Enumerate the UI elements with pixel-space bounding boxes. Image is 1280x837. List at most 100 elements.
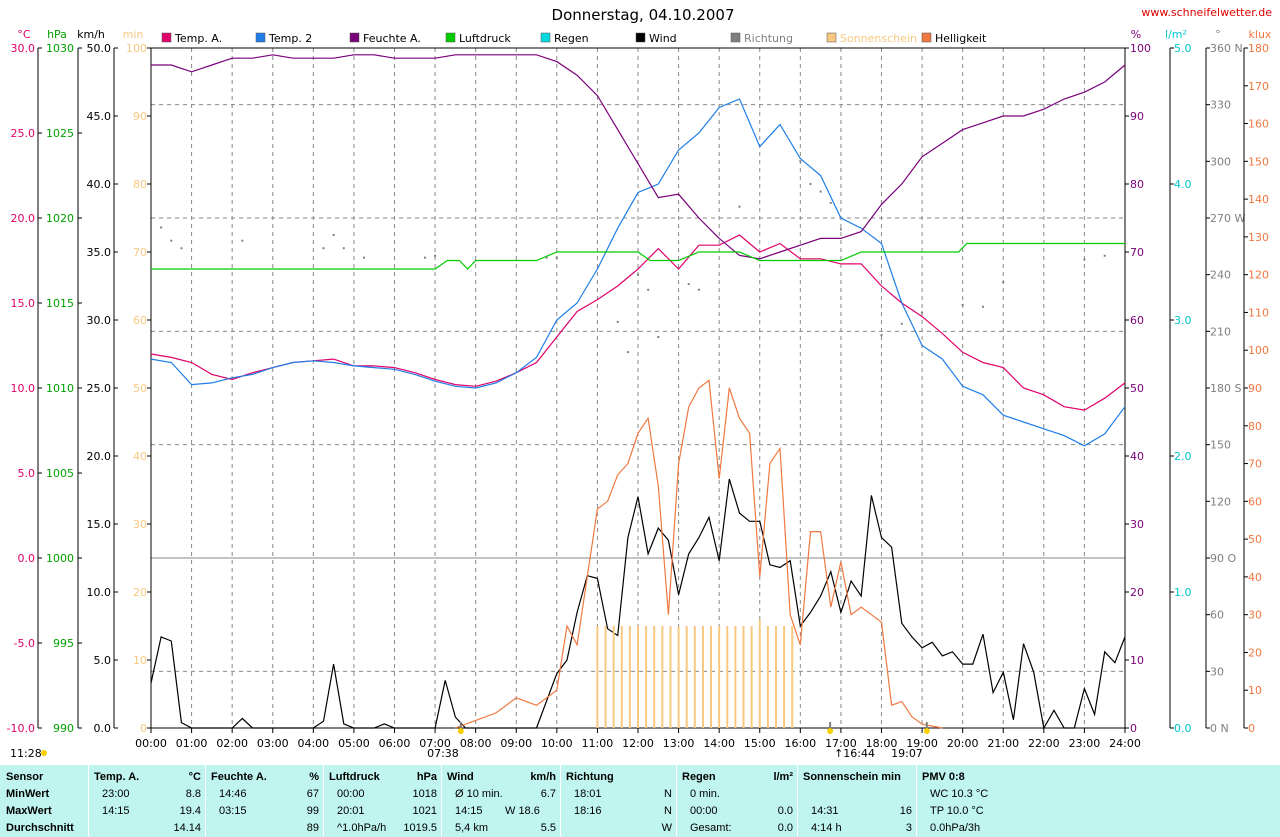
stats-column-wind: Wind km/h Ø 10 min. 6.7 14:15 W 18.6 5,4 km 5.5 — [441, 765, 560, 837]
stats-cell-left: 14:31 — [811, 805, 839, 817]
point-richtung — [160, 226, 163, 229]
stats-cell-row: 23:00 8.8 — [92, 786, 201, 802]
stats-cell-right: 1019.5 — [403, 822, 437, 834]
line-feuchte-a — [151, 54, 1126, 260]
point-richtung — [981, 305, 984, 308]
stats-cell-left: 14:15 — [102, 805, 130, 817]
chart-title: Donnerstag, 04.10.2007 — [552, 6, 735, 24]
point-richtung — [332, 234, 335, 236]
point-richtung — [626, 351, 629, 354]
stats-separator — [676, 765, 677, 837]
line-helligkeit — [455, 379, 943, 729]
sunmin-tick-label: 70 — [133, 246, 147, 259]
x-tick-label: 10:00 — [541, 737, 573, 750]
line-wind — [150, 478, 1126, 730]
stats-cell-row: 0 min. — [680, 786, 793, 802]
stats-cell-right: W — [661, 822, 672, 834]
temp-tick-label: 10.0 — [11, 382, 36, 395]
time-stamp: 11:28 — [10, 747, 42, 760]
temp-tick-label: 25.0 — [11, 127, 36, 140]
wind-tick-label: 25.0 — [87, 382, 112, 395]
point-richtung — [545, 256, 548, 259]
stats-cell-right: 5.5 — [540, 822, 556, 834]
lux-tick-label: 160 — [1248, 118, 1269, 131]
direction-tick-label: 120 — [1210, 495, 1231, 508]
stats-header-unit: hPa — [416, 771, 437, 783]
stats-cell-row: MaxWert — [4, 803, 84, 819]
direction-tick-label: 270 W — [1210, 212, 1245, 225]
x-tick-label: 02:00 — [216, 737, 248, 750]
wind-unit-label: km/h — [77, 28, 105, 41]
point-richtung — [961, 303, 964, 306]
axis-unit-labels: °C hPa km/h min% l/m² ° klux — [17, 28, 1272, 41]
lux-tick-label: 70 — [1248, 458, 1262, 471]
point-richtung — [900, 322, 903, 325]
stats-column-pmv-0-8: PMV 0:8 WC 10.3 °C TP 10.0 °C 0.0hPa/3h — [916, 765, 1040, 837]
stats-cell-row: Ø 10 min. 6.7 — [445, 786, 556, 802]
stats-header: Sonnenschein min — [801, 769, 912, 785]
stats-cell-row: 20:01 1021 — [327, 803, 437, 819]
legend-swatch-richtung — [730, 32, 741, 43]
stats-cell-row: 5,4 km 5.5 — [445, 820, 556, 836]
stats-cell-left: 18:16 — [574, 805, 602, 817]
x-tick-label: 13:00 — [663, 737, 695, 750]
stats-cell-right: 0.0 — [777, 822, 793, 834]
stats-cell-right: 1018 — [412, 788, 437, 800]
point-richtung — [1083, 258, 1086, 261]
point-richtung — [647, 288, 650, 291]
sunrise-time: 07:38 — [427, 747, 459, 760]
sunmin-unit-label: min — [123, 28, 144, 41]
direction-tick-label: 90 O — [1210, 552, 1236, 565]
stats-cell-left: 5,4 km — [455, 822, 489, 834]
direction-tick-label: 210 — [1210, 325, 1231, 338]
stats-cell-right: 99 — [306, 805, 319, 817]
stats-cell-row: 4:14 h 3 — [801, 820, 912, 836]
stats-separator — [441, 765, 442, 837]
stats-cell-row: 14:46 67 — [209, 786, 319, 802]
lux-tick-label: 30 — [1248, 609, 1262, 622]
sunmin-tick-label: 40 — [133, 450, 147, 463]
point-richtung — [657, 336, 660, 338]
stats-header-unit: km/h — [530, 771, 556, 783]
temp-tick-label: -5.0 — [14, 637, 35, 650]
stats-header-label: Wind — [447, 771, 474, 783]
temp-tick-label: 0.0 — [18, 552, 36, 565]
x-tick-label: 14:00 — [703, 737, 735, 750]
pressure-tick-label: 1000 — [46, 552, 74, 565]
sunset-time: 19:07 — [891, 747, 923, 760]
legend-label-temp-a: Temp. A. — [174, 32, 222, 45]
line-luftdruck — [151, 242, 1125, 270]
lux-tick-label: 140 — [1248, 193, 1269, 206]
sun-icon — [41, 750, 47, 756]
point-richtung — [839, 228, 842, 231]
stats-cell-right: 1021 — [412, 805, 437, 817]
stats-cell-row: Gesamt: 0.0 — [680, 820, 793, 836]
stats-header: Richtung — [564, 769, 672, 785]
x-tick-label: 06:00 — [379, 737, 411, 750]
point-richtung — [637, 273, 639, 276]
rain-tick-label: 2.0 — [1174, 450, 1192, 463]
legend-swatch-regen — [540, 32, 551, 43]
direction-tick-label: 360 N — [1210, 42, 1243, 55]
sunset-sun-icon — [923, 728, 930, 734]
stats-column-regen: Regen l/m² 0 min. 00:00 0.0 Gesamt: 0.0 — [676, 765, 797, 837]
temp-tick-label: 15.0 — [11, 297, 36, 310]
x-tick-label: 01:00 — [176, 737, 208, 750]
humidity-tick-label: 10 — [1130, 654, 1144, 667]
wind-tick-label: 30.0 — [87, 314, 112, 327]
x-tick-label: 18:00 — [866, 737, 898, 750]
stats-column-sensor: Sensor MinWert MaxWert Durchschnitt — [0, 765, 88, 837]
x-axis-ticks: 00:00 01:00 02:00 03:00 04:00 05:00 06:00 07:00… — [135, 728, 1141, 750]
legend-swatch-temp-2 — [255, 32, 266, 43]
x-tick-label: 07:00 — [419, 737, 451, 750]
point-richtung — [434, 254, 437, 257]
humidity-tick-label: 80 — [1130, 178, 1144, 191]
stats-cell-right: 6.7 — [540, 788, 556, 800]
rain-tick-label: 1.0 — [1174, 586, 1192, 599]
point-richtung — [921, 311, 924, 314]
stats-cell-left: 14:46 — [219, 788, 247, 800]
lux-tick-label: 120 — [1248, 269, 1269, 282]
grid — [150, 47, 1126, 729]
legend-label-helligkeit: Helligkeit — [935, 32, 987, 45]
stats-cell-row: 14:31 16 — [801, 803, 912, 819]
